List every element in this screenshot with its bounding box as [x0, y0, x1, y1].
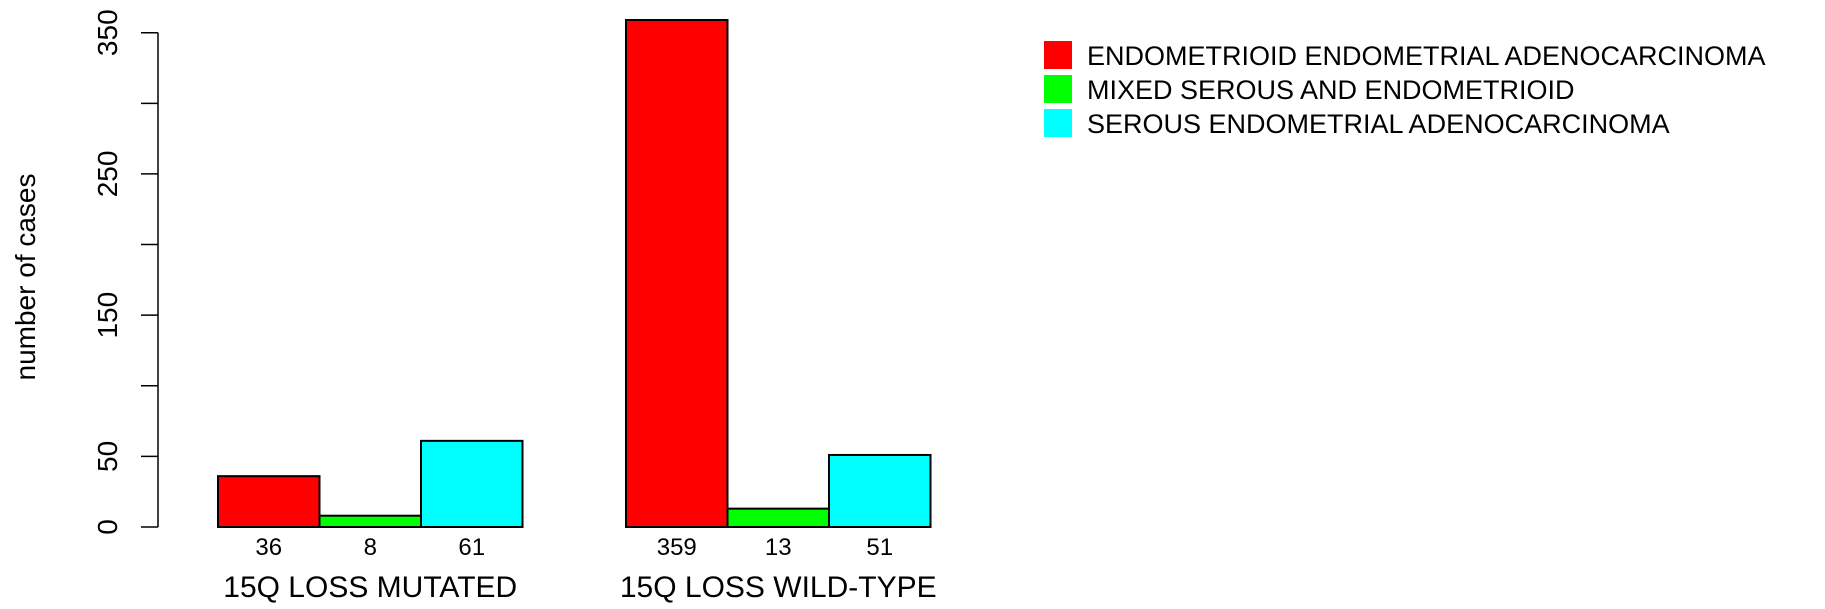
bar	[217, 475, 321, 529]
legend-label: SEROUS ENDOMETRIAL ADENOCARCINOMA	[1087, 109, 1670, 139]
bar-value-label: 36	[255, 534, 282, 561]
y-tick-label: 350	[92, 9, 123, 56]
category-label: 15Q LOSS MUTATED	[223, 571, 517, 604]
legend-swatch	[1044, 75, 1072, 103]
category-label: 15Q LOSS WILD-TYPE	[620, 571, 937, 604]
legend-label: ENDOMETRIOID ENDOMETRIAL ADENOCARCINOMA	[1087, 41, 1766, 71]
bar-value-label: 61	[458, 534, 485, 561]
y-tick-label: 50	[92, 441, 123, 472]
y-tick-label: 250	[92, 151, 123, 198]
bar-value-label: 8	[364, 534, 377, 561]
y-tick-label: 150	[92, 292, 123, 339]
legend-swatch	[1044, 109, 1072, 137]
bar-value-label: 359	[657, 534, 697, 561]
bar-value-labels: 36 8 61 359 13 51	[255, 534, 893, 561]
bar	[420, 439, 524, 528]
bar	[828, 453, 932, 529]
bar	[726, 507, 830, 528]
legend-swatch	[1044, 41, 1072, 69]
bars	[217, 19, 932, 529]
bar-value-label: 51	[866, 534, 893, 561]
category-labels: 15Q LOSS MUTATED 15Q LOSS WILD-TYPE	[223, 571, 936, 604]
bar-value-label: 13	[765, 534, 792, 561]
bar	[625, 19, 729, 528]
legend-label: MIXED SEROUS AND ENDOMETRIOID	[1087, 75, 1575, 105]
legend: ENDOMETRIOID ENDOMETRIAL ADENOCARCINOMA M…	[1044, 41, 1766, 139]
y-axis-label: number of cases	[10, 174, 41, 381]
y-tick-label: 0	[92, 519, 123, 535]
y-axis: 0 50 150 250 350	[92, 9, 159, 535]
bar	[318, 514, 422, 529]
